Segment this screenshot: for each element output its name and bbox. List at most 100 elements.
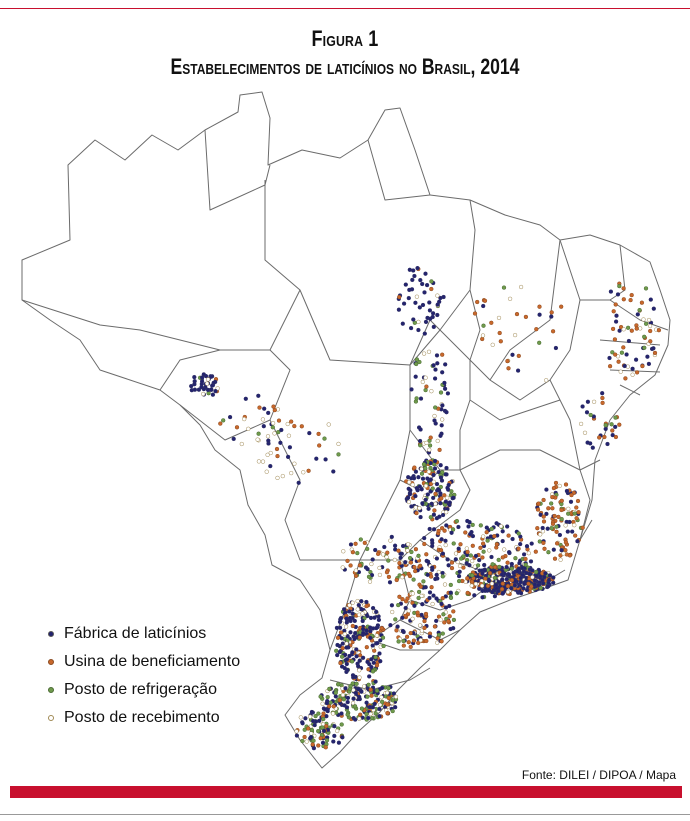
establishment-dot xyxy=(412,273,417,279)
establishment-dot xyxy=(449,565,455,571)
establishment-dot xyxy=(442,386,448,391)
establishment-dot xyxy=(336,441,341,447)
establishment-dot xyxy=(301,470,306,475)
establishment-dot xyxy=(553,345,559,351)
establishment-dot xyxy=(409,504,414,509)
establishment-dot xyxy=(431,593,436,598)
establishment-dot xyxy=(451,541,456,546)
establishment-dot xyxy=(515,368,521,373)
establishment-dot xyxy=(344,641,349,646)
establishment-dot xyxy=(348,683,353,689)
establishment-dot xyxy=(432,413,437,419)
establishment-dot xyxy=(436,487,441,492)
establishment-dot xyxy=(365,659,370,665)
establishment-dot xyxy=(375,640,380,646)
establishment-dot xyxy=(407,492,413,497)
establishment-dot xyxy=(487,548,492,553)
establishment-dot xyxy=(585,399,591,404)
establishment-dot xyxy=(607,364,613,369)
establishment-dot xyxy=(366,574,372,579)
establishment-dot xyxy=(390,609,395,615)
establishment-dot xyxy=(397,294,402,300)
establishment-dot xyxy=(407,287,412,293)
establishment-dot xyxy=(510,352,515,357)
establishment-dot xyxy=(426,506,431,511)
establishment-dot xyxy=(400,575,405,580)
establishment-dot xyxy=(454,518,460,524)
establishment-dot xyxy=(513,556,518,561)
establishment-dot xyxy=(348,618,353,624)
establishment-dot xyxy=(637,307,642,313)
establishment-dot xyxy=(427,443,433,448)
establishment-dot xyxy=(309,731,314,736)
establishment-dot xyxy=(420,476,426,481)
establishment-dot xyxy=(420,281,425,287)
establishment-dot xyxy=(512,583,518,588)
establishment-dot xyxy=(435,636,440,641)
establishment-dot xyxy=(470,533,476,539)
establishment-dot xyxy=(387,580,393,585)
establishment-dot xyxy=(431,512,437,517)
boundary-pi xyxy=(489,239,581,401)
establishment-dot xyxy=(648,297,653,302)
establishment-dot xyxy=(617,328,622,333)
establishment-dot xyxy=(524,544,530,549)
establishment-dot xyxy=(270,421,276,426)
boundary-mt xyxy=(269,365,411,561)
establishment-dot xyxy=(345,695,351,701)
establishment-dot xyxy=(438,501,443,506)
establishment-dot xyxy=(419,487,424,492)
establishment-dot xyxy=(392,543,398,548)
establishment-dot xyxy=(453,557,458,562)
establishment-dot xyxy=(388,623,393,628)
establishment-dot xyxy=(378,638,383,643)
establishment-dot xyxy=(538,512,543,517)
establishment-dot xyxy=(575,539,580,544)
establishment-dot xyxy=(413,505,418,510)
establishment-dot xyxy=(369,664,374,670)
establishment-dot xyxy=(335,642,340,648)
establishment-dot xyxy=(524,570,529,576)
establishment-dot xyxy=(465,518,470,524)
establishment-dot xyxy=(642,334,647,339)
establishment-dot xyxy=(374,688,380,693)
establishment-dot xyxy=(481,534,486,539)
establishment-dot xyxy=(347,609,352,614)
establishment-dot xyxy=(347,653,352,659)
establishment-dot xyxy=(535,526,540,531)
establishment-dot xyxy=(406,608,411,613)
establishment-dot xyxy=(540,525,545,531)
establishment-dot xyxy=(322,436,327,441)
establishment-dot xyxy=(311,746,317,751)
establishment-dot xyxy=(554,541,560,546)
establishment-dot xyxy=(489,320,494,325)
establishment-dot xyxy=(482,562,487,568)
establishment-dot xyxy=(535,507,541,512)
establishment-dot xyxy=(373,547,378,553)
establishment-dot xyxy=(517,560,522,566)
establishment-dot xyxy=(501,285,507,290)
establishment-dot xyxy=(413,300,418,305)
establishment-dot xyxy=(645,354,650,359)
establishment-dot xyxy=(418,638,423,643)
establishment-dot xyxy=(447,614,452,619)
establishment-dot xyxy=(339,722,344,727)
establishment-dot xyxy=(365,566,370,572)
establishment-dot xyxy=(613,302,618,307)
establishment-dot xyxy=(423,271,428,276)
establishment-dot xyxy=(413,469,419,474)
establishment-dot xyxy=(456,524,461,530)
establishment-dot xyxy=(523,556,528,562)
establishment-dot xyxy=(400,628,406,634)
establishment-dot xyxy=(511,570,516,576)
establishment-dot xyxy=(558,553,563,558)
establishment-dot xyxy=(439,639,444,644)
establishment-dot xyxy=(340,692,346,698)
establishment-dot xyxy=(505,583,511,589)
establishment-dot xyxy=(406,295,411,301)
establishment-dot xyxy=(429,286,434,292)
establishment-dot xyxy=(377,706,382,712)
establishment-dot xyxy=(201,386,207,392)
establishment-dot xyxy=(423,497,428,502)
establishment-dot xyxy=(345,667,350,673)
